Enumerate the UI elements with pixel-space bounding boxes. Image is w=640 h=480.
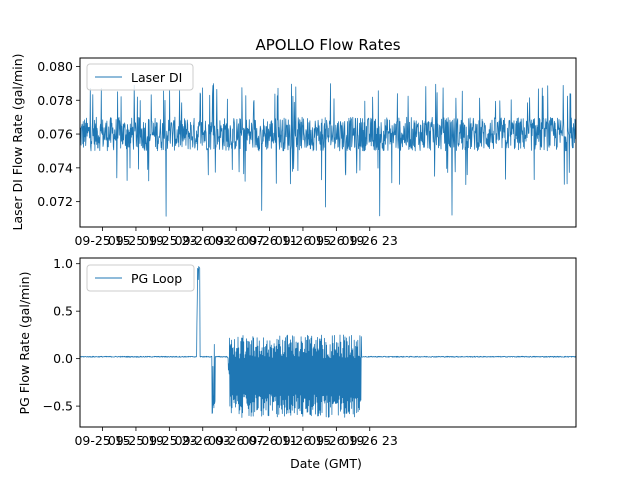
pg-series-polyline: [80, 266, 576, 418]
x-tick-label: 09-25 15: [74, 433, 130, 448]
x-axis-label: Date (GMT): [290, 456, 362, 471]
x-tick-label: 09-26 23: [342, 233, 398, 248]
x-tick-label: 09-25 19: [108, 433, 164, 448]
laser-di-series-line: [80, 83, 576, 217]
y-tick-label: 0.078: [37, 93, 73, 108]
laser-di-legend-box: [86, 63, 194, 91]
x-tick-label: 09-25 19: [108, 233, 164, 248]
x-tick-label: 09-26 07: [208, 433, 264, 448]
y-tick-label: 1.0: [53, 256, 73, 271]
laser-y-ticks: 0.072 0.074 0.076 0.078 0.080: [37, 59, 80, 209]
laser-series-polyline: [80, 83, 576, 217]
x-tick-label: 09-26 19: [308, 233, 364, 248]
pg-loop-axes-frame: [79, 257, 577, 428]
x-tick-label: 09-25 15: [74, 233, 130, 248]
pg-loop-legend: PG Loop: [86, 264, 195, 292]
laser-di-y-axis-label: Laser DI Flow Rate (gal/min): [10, 54, 25, 231]
x-tick-label: 09-26 11: [241, 433, 297, 448]
x-tick-label: 09-26 19: [308, 433, 364, 448]
chart-title: APOLLO Flow Rates: [255, 36, 400, 54]
x-tick-label: 09-25 23: [141, 433, 197, 448]
x-tick-label: 09-26 03: [175, 433, 231, 448]
x-tick-label: 09-26 15: [275, 433, 331, 448]
pg-y-axis-label: PG Flow Rate (gal/min): [17, 272, 32, 415]
y-tick-label: 0.080: [37, 59, 73, 74]
laser-di-legend-label: Laser DI: [131, 70, 182, 85]
x-tick-label: 09-26 15: [275, 233, 331, 248]
pg-y-ticks: −0.5 0.0 0.5 1.0: [43, 256, 80, 414]
pg-loop-series-line: [80, 266, 576, 418]
y-tick-label: 0.5: [53, 304, 73, 319]
y-tick-label: 0.074: [37, 160, 73, 175]
laser-di-legend: Laser DI: [86, 63, 194, 91]
x-tick-label: 09-26 03: [175, 233, 231, 248]
x-tick-label: 09-26 11: [241, 233, 297, 248]
x-tick-label: 09-26 23: [342, 433, 398, 448]
x-tick-label: 09-26 07: [208, 233, 264, 248]
laser-di-axes-frame: [79, 57, 577, 228]
x-tick-label: 09-25 23: [141, 233, 197, 248]
y-tick-label: 0.0: [53, 351, 73, 366]
pg-loop-legend-box: [86, 264, 195, 292]
pg-loop-legend-label: PG Loop: [131, 271, 182, 286]
y-tick-label: 0.076: [37, 127, 73, 142]
y-tick-label: −0.5: [43, 399, 73, 414]
y-tick-label: 0.072: [37, 194, 73, 209]
